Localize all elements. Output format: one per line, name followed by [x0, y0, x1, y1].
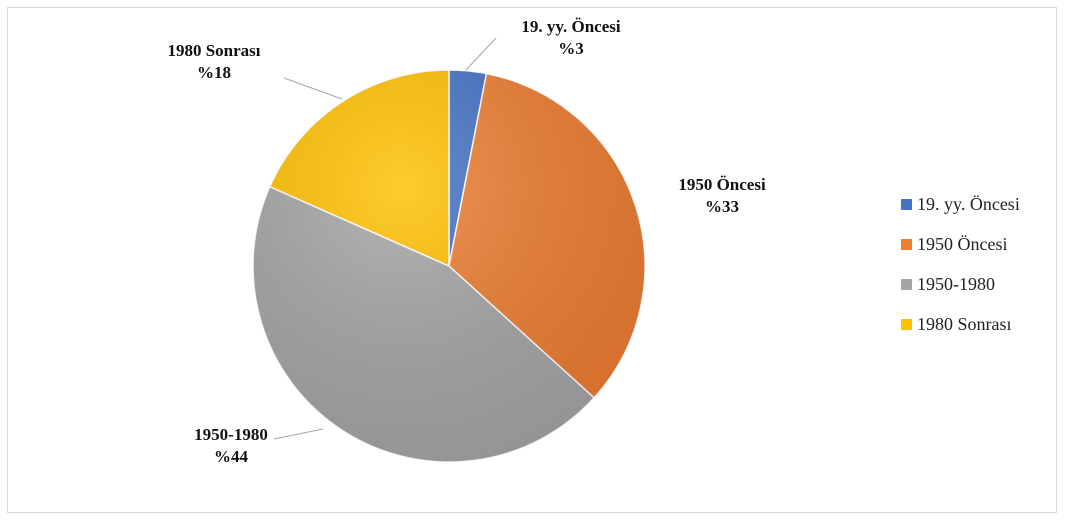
- leader-line-1980-sonrasi: [283, 77, 343, 100]
- data-label-1950-1980: 1950-1980 %44: [194, 425, 268, 466]
- leader-lines: [273, 37, 497, 440]
- legend-item-19-yy-oncesi: 19. yy. Öncesi: [901, 194, 1020, 214]
- pie-chart: 19. yy. Öncesi %3 1950 Öncesi %33 1950-1980%…: [167, 17, 1020, 466]
- legend-item-1950-1980: 1950-1980: [901, 274, 995, 294]
- legend-label: 1980 Sonrası: [917, 314, 1012, 334]
- legend-swatch: [901, 319, 912, 330]
- legend-swatch: [901, 199, 912, 210]
- legend-swatch: [901, 279, 912, 290]
- legend-swatch: [901, 239, 912, 250]
- legend-item-1950-oncesi: 1950 Öncesi: [901, 234, 1007, 254]
- legend-item-1980-sonrasi: 1980 Sonrası: [901, 314, 1012, 334]
- data-label-1980-sonrasi: 1980 Sonrası %18: [167, 41, 260, 82]
- leader-line-19-yy-oncesi: [465, 37, 497, 71]
- data-label-19-yy-oncesi: 19. yy. Öncesi %3: [521, 17, 620, 58]
- legend-label: 19. yy. Öncesi: [917, 194, 1020, 214]
- legend-label: 1950 Öncesi: [917, 234, 1007, 254]
- legend: 19. yy. Öncesi 1950 Öncesi 1950-1980 1980 S…: [901, 194, 1020, 334]
- data-label-1950-oncesi: 1950 Öncesi %33: [678, 175, 766, 216]
- pie-slices: [252, 69, 646, 463]
- data-labels: 19. yy. Öncesi %3 1950 Öncesi %33 1950-1980%…: [167, 17, 765, 466]
- leader-line-1950-1980: [273, 428, 324, 440]
- legend-label: 1950-1980: [917, 274, 995, 294]
- chart-frame: 19. yy. Öncesi %3 1950 Öncesi %33 1950-1980%…: [7, 7, 1057, 513]
